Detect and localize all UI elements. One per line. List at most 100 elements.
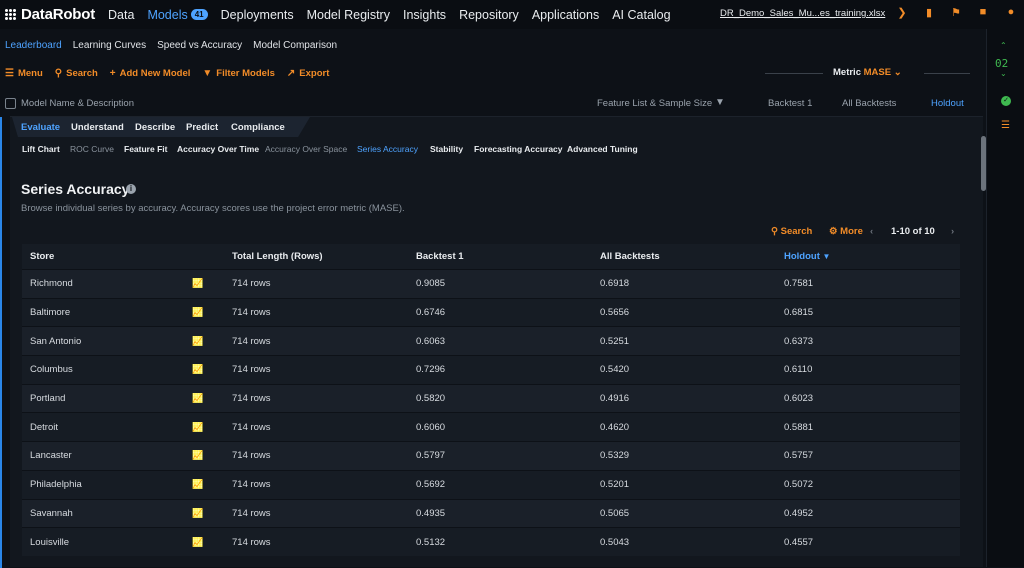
series-chart-icon[interactable]: 📈 [192, 278, 204, 289]
series-chart-icon[interactable]: 📈 [192, 393, 204, 404]
holdout-cell: 0.4952 [784, 507, 814, 519]
share-icon[interactable]: ❯ [897, 7, 907, 19]
table-row[interactable]: Richmond 📈 714 rows 0.9085 0.6918 0.7581 [22, 269, 960, 298]
tab-forecasting-accuracy[interactable]: Forecasting Accuracy [474, 144, 563, 154]
series-chart-icon[interactable]: 📈 [192, 507, 204, 518]
tab-accuracy-over-time[interactable]: Accuracy Over Time [177, 144, 260, 154]
holdout-header[interactable]: Holdout [931, 98, 964, 109]
check-circle-icon[interactable]: ✓ [1001, 96, 1011, 106]
docs-icon[interactable]: ▮ [925, 7, 933, 19]
table-row[interactable]: San Antonio 📈 714 rows 0.6063 0.5251 0.6373 [22, 326, 960, 356]
prev-page-icon[interactable]: ‹ [870, 226, 874, 237]
table-header: Store Total Length (Rows) Backtest 1 All… [22, 244, 960, 269]
search-icon: ⚲ [771, 226, 778, 237]
tab-compliance[interactable]: Compliance [231, 122, 285, 133]
filter-models-button[interactable]: ▼ Filter Models [202, 68, 275, 79]
nav-applications[interactable]: Applications [531, 7, 600, 22]
user-icon[interactable]: ● [1007, 6, 1015, 18]
tab-speed-vs-accuracy[interactable]: Speed vs Accuracy [157, 39, 243, 51]
nav-model-registry[interactable]: Model Registry [306, 7, 390, 22]
nav-deployments[interactable]: Deployments [220, 7, 294, 22]
folder-icon[interactable]: ■ [979, 6, 987, 18]
series-chart-icon[interactable]: 📈 [192, 335, 204, 346]
col-all-backtests[interactable]: All Backtests [600, 251, 660, 262]
series-accuracy-table: Store Total Length (Rows) Backtest 1 All… [22, 244, 960, 556]
table-row[interactable]: Louisville 📈 714 rows 0.5132 0.5043 0.4557 [22, 527, 960, 556]
tab-stability[interactable]: Stability [430, 144, 464, 154]
metric-selector[interactable]: Metric MASE ⌄ [833, 67, 902, 78]
col-total-length[interactable]: Total Length (Rows) [232, 251, 323, 262]
col-backtest1[interactable]: Backtest 1 [416, 251, 464, 262]
tab-advanced-tuning[interactable]: Advanced Tuning [567, 144, 638, 154]
table-row[interactable]: Detroit 📈 714 rows 0.6060 0.4620 0.5881 [22, 412, 960, 442]
table-row[interactable]: Portland 📈 714 rows 0.5820 0.4916 0.6023 [22, 383, 960, 413]
table-row[interactable]: Lancaster 📈 714 rows 0.5797 0.5329 0.5757 [22, 441, 960, 470]
filter-label: Filter Models [216, 67, 275, 79]
backtest1-header[interactable]: Backtest 1 [768, 98, 813, 109]
select-all-checkbox[interactable] [5, 98, 16, 109]
pagination-label: 1-10 of 10 [891, 226, 935, 237]
series-chart-icon[interactable]: 📈 [192, 421, 204, 432]
nav-insights[interactable]: Insights [402, 7, 447, 22]
series-chart-icon[interactable]: 📈 [192, 536, 204, 547]
tab-evaluate[interactable]: Evaluate [21, 122, 61, 133]
nav-repository[interactable]: Repository [459, 7, 519, 22]
add-new-model-button[interactable]: + Add New Model [110, 68, 191, 79]
tab-roc-curve[interactable]: ROC Curve [70, 144, 114, 154]
more-button[interactable]: ⚙ More [829, 226, 863, 237]
series-search-button[interactable]: ⚲ Search [771, 226, 812, 237]
right-sidebar: ⌃ 02 ⌄ ✓ ☰ [986, 29, 1024, 567]
feature-list-header[interactable]: Feature List & Sample Size [597, 98, 713, 109]
chevron-up-icon[interactable]: ⌃ [1000, 41, 1007, 50]
col-holdout[interactable]: Holdout ▼ [784, 251, 960, 262]
gear-icon: ⚙ [829, 226, 838, 237]
tab-accuracy-over-space[interactable]: Accuracy Over Space [265, 144, 348, 154]
model-name-header[interactable]: Model Name & Description [21, 98, 134, 109]
series-chart-icon[interactable]: 📈 [192, 364, 204, 375]
search-button[interactable]: ⚲ Search [55, 68, 98, 79]
queue-counter: 02 [995, 57, 1009, 70]
models-count-badge: 41 [190, 8, 208, 20]
nav-ai-catalog[interactable]: AI Catalog [612, 7, 671, 22]
tab-lift-chart[interactable]: Lift Chart [22, 144, 60, 154]
tab-feature-fit[interactable]: Feature Fit [124, 144, 168, 154]
tab-learning-curves[interactable]: Learning Curves [72, 39, 147, 51]
section-title: Series Accuracy [21, 181, 130, 197]
nav-models[interactable]: Models 41 [147, 8, 208, 22]
holdout-cell: 0.6023 [784, 393, 814, 405]
all-backtests-header[interactable]: All Backtests [842, 98, 897, 109]
tab-leaderboard[interactable]: Leaderboard [5, 39, 62, 51]
scrollbar-thumb[interactable] [981, 136, 986, 191]
tab-understand[interactable]: Understand [71, 122, 124, 133]
series-chart-icon[interactable]: 📈 [192, 450, 204, 461]
table-row[interactable]: Philadelphia 📈 714 rows 0.5692 0.5201 0.5072 [22, 469, 960, 499]
col-store[interactable]: Store [30, 251, 55, 262]
series-chart-icon[interactable]: 📈 [192, 307, 204, 318]
tab-predict[interactable]: Predict [186, 122, 219, 133]
export-button[interactable]: ↗ Export [287, 68, 329, 79]
all-backtests-cell: 0.5420 [600, 364, 630, 376]
backtest1-cell: 0.6063 [416, 335, 446, 347]
menu-button[interactable]: ☰ Menu [5, 68, 43, 79]
project-file-link[interactable]: DR_Demo_Sales_Mu...es_training.xlsx [720, 8, 886, 19]
tab-model-comparison[interactable]: Model Comparison [253, 39, 338, 51]
tab-describe[interactable]: Describe [135, 122, 176, 133]
backtest1-cell: 0.5797 [416, 450, 446, 462]
backtest1-cell: 0.9085 [416, 278, 446, 290]
list-icon[interactable]: ☰ [1001, 120, 1010, 131]
filter-icon[interactable]: ▼ [715, 97, 725, 108]
backtest1-cell: 0.7296 [416, 364, 446, 376]
nav-data[interactable]: Data [108, 7, 135, 22]
chevron-down-icon[interactable]: ⌄ [1000, 69, 1007, 78]
table-row[interactable]: Baltimore 📈 714 rows 0.6746 0.5656 0.6815 [22, 297, 960, 327]
series-chart-icon[interactable]: 📈 [192, 479, 204, 490]
datarobot-logo[interactable]: DataRobot [5, 6, 95, 23]
length-cell: 714 rows [232, 450, 271, 462]
announcement-icon[interactable]: ⚑ [951, 7, 961, 19]
next-page-icon[interactable]: › [951, 226, 955, 237]
tab-series-accuracy[interactable]: Series Accuracy [357, 144, 418, 154]
info-icon[interactable]: i [126, 184, 136, 194]
table-row[interactable]: Savannah 📈 714 rows 0.4935 0.5065 0.4952 [22, 498, 960, 528]
table-row[interactable]: Columbus 📈 714 rows 0.7296 0.5420 0.6110 [22, 355, 960, 384]
all-backtests-cell: 0.4620 [600, 421, 630, 433]
